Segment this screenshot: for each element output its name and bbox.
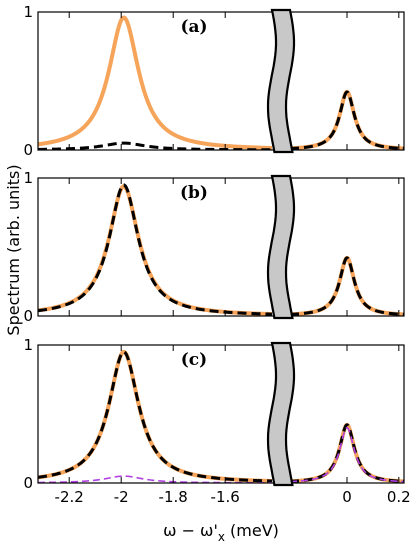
y-tick-label: 1 xyxy=(23,336,33,354)
x-axis-label: ω − ω'x (meV) xyxy=(163,521,279,544)
axis-break xyxy=(266,174,296,320)
x-tick-label: 0.2 xyxy=(387,488,411,506)
x-tick-label: 0 xyxy=(342,488,352,506)
panel-0: 0 1 (a) xyxy=(23,3,405,159)
series-group xyxy=(38,183,404,316)
panel-2: 0 1 -2.2 -2 -1.8 -1.6 0 0.2 (c) xyxy=(23,336,410,506)
series-0-orange-solid-right-line xyxy=(288,422,404,483)
series-1-black-dashed-left-line xyxy=(38,183,273,316)
panels-group: 0 1 (a) 0 1 (b) 0 1 -2.2 -2 -1.8 -1.6 0 0.2 (c) xyxy=(23,3,410,506)
series-1-black-dashed-right-line xyxy=(289,423,404,483)
panel-frame xyxy=(37,177,405,317)
y-axis-label: Spectrum (arb. units) xyxy=(4,164,23,335)
x-tick-label: -1.6 xyxy=(211,488,240,506)
series-0-orange-solid-left-line xyxy=(38,184,273,316)
series-1-black-dashed-right-line xyxy=(289,256,404,316)
x-axis-label-main: ω − ω' xyxy=(163,521,218,540)
x-tick-label: -2.2 xyxy=(55,488,84,506)
series-1-black-dashed-left-line xyxy=(38,350,273,483)
x-tick-label: -1.8 xyxy=(159,488,188,506)
panel-1: 0 1 (b) xyxy=(23,169,405,325)
series-group xyxy=(38,15,404,150)
series-1-black-dashed-right-line xyxy=(289,90,404,150)
series-0-orange-solid-right-line xyxy=(288,89,404,150)
y-tick-label: 0 xyxy=(23,141,33,159)
y-tick-label: 0 xyxy=(23,307,33,325)
panel-frame xyxy=(37,344,405,484)
y-tick-label: 1 xyxy=(23,169,33,187)
series-2-purple-dashed-right-line xyxy=(289,426,404,483)
panel-frame xyxy=(37,11,405,151)
series-0-orange-solid-right-line xyxy=(288,255,404,316)
panel-label: (c) xyxy=(181,350,207,370)
panel-label: (b) xyxy=(180,183,208,203)
series-2-purple-dashed-left-line xyxy=(38,475,272,483)
y-tick-label: 1 xyxy=(23,3,33,21)
panel-label: (a) xyxy=(180,17,207,37)
x-tick-label: -2 xyxy=(114,488,129,506)
axis-break xyxy=(266,341,296,487)
x-axis-label-sub: x xyxy=(218,530,225,544)
series-group xyxy=(38,349,404,483)
x-axis-label-unit: (meV) xyxy=(225,521,279,540)
y-tick-label: 0 xyxy=(23,474,33,492)
series-0-orange-solid-left-line xyxy=(38,15,273,150)
series-1-black-dashed-left-line xyxy=(38,141,273,150)
axis-break xyxy=(266,8,296,154)
series-0-orange-solid-left-line xyxy=(38,349,273,483)
